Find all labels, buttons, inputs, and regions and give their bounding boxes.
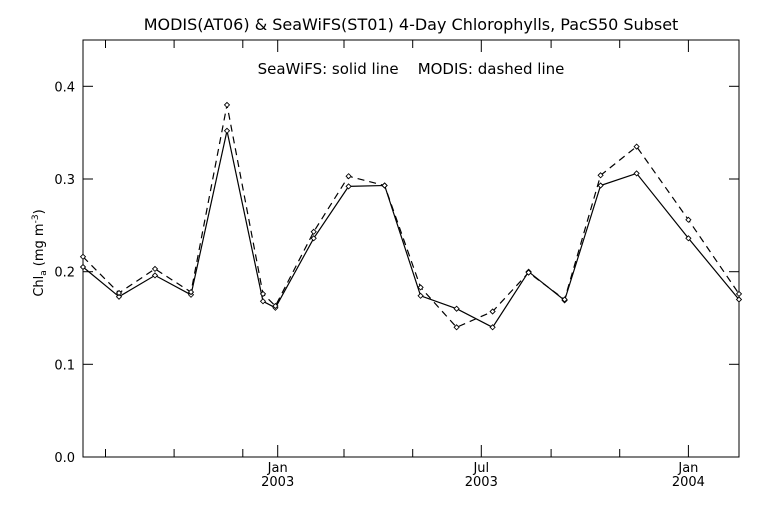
modis-point — [345, 173, 352, 180]
y-axis-label: Chla (mg m-3) — [31, 209, 49, 296]
seawifs-point — [633, 170, 640, 177]
seawifs-point — [310, 235, 317, 242]
modis-point — [272, 302, 279, 310]
chart-title: MODIS(AT06) & SeaWiFS(ST01) 4-Day Chloro… — [144, 15, 679, 34]
x-tick-label-month: Jul — [472, 461, 489, 476]
modis-point — [115, 289, 123, 297]
x-tick-label-month: Jan — [267, 461, 288, 476]
modis-point — [735, 290, 743, 298]
seawifs-point — [417, 292, 424, 299]
seawifs-point — [453, 305, 460, 312]
y-axis-label-superscript: -3 — [31, 214, 41, 223]
seawifs-point — [735, 296, 743, 303]
modis-point — [561, 296, 568, 303]
modis-point — [79, 253, 87, 260]
seawifs-point — [685, 235, 692, 242]
y-axis-label-subscript: a — [39, 270, 49, 276]
x-tick-label-year: 2003 — [465, 475, 498, 490]
y-axis-label-main: Chl — [32, 276, 47, 297]
x-tick-label-year: 2003 — [261, 475, 294, 490]
modis-point — [259, 290, 267, 298]
modis-line — [82, 104, 740, 329]
seawifs-point — [79, 263, 87, 271]
x-tick-label-year: 2004 — [672, 475, 705, 490]
modis-point — [525, 269, 532, 276]
modis-point — [453, 324, 460, 331]
plot-frame — [82, 39, 740, 458]
series-layer — [79, 101, 743, 331]
seawifs-point — [151, 272, 159, 279]
y-tick-label: 0.0 — [54, 451, 75, 466]
y-tick-label: 0.3 — [54, 173, 75, 188]
seawifs-point — [597, 182, 604, 189]
y-axis-label-units: (mg m — [32, 223, 47, 266]
seawifs-point — [115, 293, 123, 300]
seawifs-point — [223, 127, 231, 134]
seawifs-point — [345, 183, 352, 190]
modis-point — [597, 172, 604, 179]
modis-point — [187, 288, 195, 296]
y-tick-label: 0.2 — [54, 266, 75, 281]
seawifs-line — [82, 130, 740, 329]
modis-point — [310, 228, 317, 235]
chart-subtitle: SeaWiFS: solid line MODIS: dashed line — [258, 60, 565, 78]
modis-point — [685, 216, 692, 223]
modis-point — [381, 182, 388, 189]
y-axis-label-units-close: ) — [32, 209, 47, 214]
x-tick-label-month: Jan — [677, 461, 698, 476]
modis-point — [633, 143, 640, 150]
seawifs-point — [259, 298, 267, 305]
y-tick-label: 0.4 — [54, 80, 75, 95]
y-tick-label: 0.1 — [54, 358, 75, 373]
seawifs-point — [489, 324, 496, 331]
modis-point — [489, 308, 496, 315]
modis-point — [223, 101, 231, 109]
modis-point — [417, 284, 424, 291]
modis-point — [151, 265, 159, 273]
